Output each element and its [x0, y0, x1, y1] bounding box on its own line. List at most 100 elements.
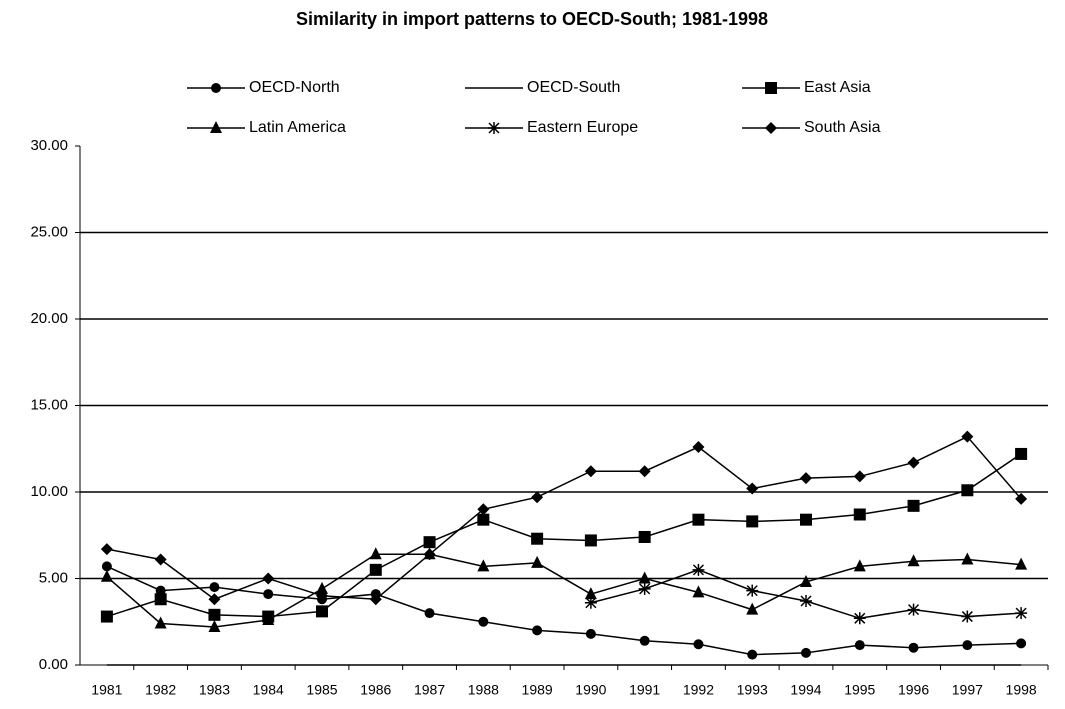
marker	[800, 594, 812, 607]
marker	[423, 548, 436, 561]
marker	[208, 619, 221, 632]
y-tick-label: 0.00	[39, 656, 68, 673]
x-tick-label: 1989	[522, 682, 553, 698]
marker	[638, 582, 651, 595]
marker	[316, 589, 328, 602]
x-tick-label: 1988	[468, 682, 499, 698]
marker	[210, 121, 222, 133]
marker	[369, 593, 382, 606]
marker	[638, 530, 651, 543]
marker	[961, 552, 974, 565]
legend-label: South Asia	[804, 119, 881, 136]
marker	[369, 563, 382, 576]
marker	[746, 515, 759, 528]
marker	[585, 628, 596, 639]
marker	[584, 587, 597, 600]
marker	[208, 593, 221, 606]
marker	[154, 593, 167, 606]
marker	[1016, 638, 1027, 649]
marker	[584, 596, 597, 609]
marker	[907, 554, 920, 567]
marker	[531, 555, 544, 568]
marker	[209, 582, 220, 593]
marker	[316, 605, 328, 618]
marker	[424, 608, 435, 619]
y-tick-label: 15.00	[30, 396, 68, 413]
x-tick-label: 1993	[737, 682, 768, 698]
marker	[907, 456, 920, 469]
marker	[638, 571, 651, 584]
y-tick-label: 10.00	[30, 483, 68, 500]
marker	[853, 559, 866, 572]
marker	[800, 472, 812, 485]
marker	[854, 640, 865, 651]
marker	[1015, 492, 1028, 505]
x-tick-label: 1983	[199, 682, 230, 698]
legend-label: Latin America	[249, 119, 346, 136]
marker	[800, 574, 812, 587]
marker	[477, 559, 490, 572]
x-tick-label: 1986	[360, 682, 391, 698]
marker	[908, 642, 919, 653]
x-tick-label: 1987	[414, 682, 445, 698]
x-tick-label: 1985	[306, 682, 337, 698]
marker	[692, 563, 705, 576]
marker	[961, 484, 974, 497]
marker	[477, 503, 490, 516]
marker	[692, 513, 705, 526]
marker	[423, 536, 436, 549]
marker	[531, 491, 544, 504]
marker	[101, 561, 112, 572]
marker	[154, 616, 167, 629]
marker	[532, 625, 543, 636]
marker	[961, 610, 974, 623]
marker	[692, 585, 705, 598]
marker	[692, 441, 705, 454]
x-tick-label: 1990	[575, 682, 606, 698]
marker	[853, 470, 866, 483]
series-line	[106, 553, 1022, 628]
series-line	[106, 565, 1022, 656]
x-tick-label: 1991	[629, 682, 660, 698]
marker	[531, 532, 544, 545]
legend-label: Eastern Europe	[527, 119, 638, 136]
marker	[801, 647, 811, 658]
marker	[211, 83, 221, 93]
marker	[262, 613, 275, 626]
marker	[1015, 557, 1028, 570]
marker	[961, 430, 974, 443]
marker	[907, 603, 920, 616]
x-tick-label: 1998	[1006, 682, 1037, 698]
chart-title: Similarity in import patterns to OECD-So…	[296, 9, 768, 29]
marker	[639, 635, 650, 646]
marker	[369, 547, 382, 560]
x-tick-label: 1982	[145, 682, 176, 698]
marker	[478, 616, 489, 627]
marker	[962, 640, 973, 651]
marker	[1015, 447, 1028, 460]
marker	[154, 553, 167, 566]
x-tick-label: 1992	[683, 682, 714, 698]
x-tick-label: 1997	[952, 682, 983, 698]
x-tick-label: 1995	[844, 682, 875, 698]
marker	[208, 608, 221, 621]
series-line	[106, 453, 1022, 618]
marker	[100, 543, 113, 556]
marker	[316, 581, 328, 594]
marker	[746, 602, 759, 615]
marker	[155, 585, 166, 596]
x-tick-label: 1996	[898, 682, 929, 698]
x-tick-label: 1984	[253, 682, 284, 698]
marker	[488, 122, 500, 134]
marker	[746, 482, 759, 495]
legend-label: East Asia	[804, 79, 871, 96]
marker	[853, 612, 866, 625]
marker	[262, 572, 275, 585]
marker	[800, 513, 812, 526]
marker	[100, 610, 113, 623]
marker	[100, 569, 113, 582]
legend-label: OECD-North	[249, 79, 340, 96]
y-tick-label: 30.00	[30, 137, 68, 154]
marker	[747, 649, 758, 660]
